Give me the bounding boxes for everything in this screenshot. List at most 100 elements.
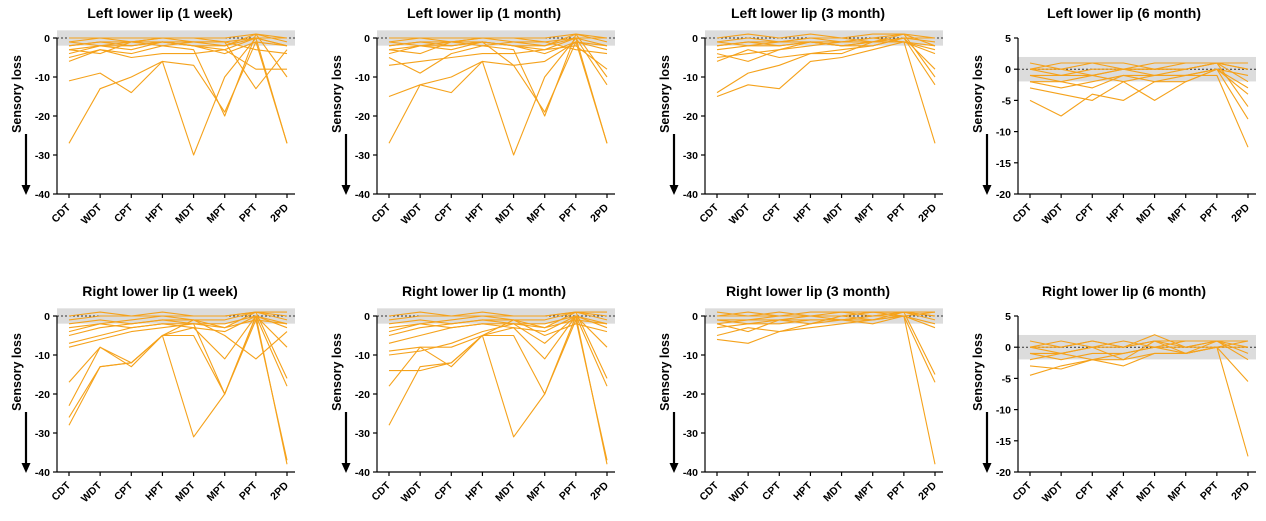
x-tick-label: WDT <box>1040 479 1066 505</box>
x-tick-label: 2PD <box>268 201 291 224</box>
y-tick-label: -5 <box>1002 95 1011 107</box>
x-tick-label: WDT <box>399 201 425 227</box>
down-arrow-icon <box>669 463 679 473</box>
series-line <box>388 315 608 348</box>
x-tick-label: PPT <box>885 479 908 502</box>
series-line <box>716 311 936 317</box>
down-arrow-icon <box>21 463 31 473</box>
y-tick-label: 0 <box>692 311 698 323</box>
y-tick-label: 0 <box>1005 64 1011 76</box>
series-line <box>1029 62 1248 70</box>
x-tick-label: 2PD <box>268 479 291 502</box>
x-tick-label: MDT <box>173 201 198 226</box>
down-arrow-icon <box>341 463 351 473</box>
y-tick-label: -40 <box>35 467 50 479</box>
x-tick-label: MDT <box>493 201 518 226</box>
x-tick-label: CDT <box>49 479 73 503</box>
y-tick-label: 0 <box>44 311 50 323</box>
y-tick-label: 0 <box>364 33 370 45</box>
y-axis-label: Sensory loss <box>10 55 24 133</box>
series-line <box>388 41 608 66</box>
y-tick-label: 5 <box>1005 33 1011 45</box>
series-line <box>68 33 288 117</box>
series-line <box>716 41 936 144</box>
series-line <box>716 311 935 317</box>
y-tick-label: -40 <box>355 189 370 201</box>
x-tick-label: MPT <box>205 479 230 504</box>
series-line <box>716 311 936 325</box>
x-tick-label: HPT <box>463 201 487 225</box>
x-tick-label: 2PD <box>588 201 611 224</box>
y-tick-label: -20 <box>683 389 698 401</box>
chart-panel: Right lower lip (3 month) 0 -10 -20 -30 -40CD… <box>658 283 943 505</box>
series-line <box>68 319 288 333</box>
chart-title: Left lower lip (1 month) <box>407 5 561 21</box>
down-arrow-icon <box>982 185 992 195</box>
series-line <box>388 315 608 356</box>
y-axis-label: Sensory loss <box>971 55 985 133</box>
y-tick-label: -30 <box>35 428 50 440</box>
x-tick-label: CDT <box>49 201 73 225</box>
x-tick-label: MPT <box>853 479 878 504</box>
y-tick-label: -40 <box>355 467 370 479</box>
y-axis-label: Sensory loss <box>10 333 24 411</box>
series-line <box>68 37 288 156</box>
x-tick-label: MDT <box>173 479 198 504</box>
chart-title: Left lower lip (1 week) <box>87 5 232 21</box>
series-line <box>716 315 936 383</box>
series-line <box>716 37 935 43</box>
y-axis-label: Sensory loss <box>330 333 344 411</box>
chart-panel: Left lower lip (6 month) 5 0 -5 -10 -15 -20CDT… <box>971 5 1256 227</box>
x-tick-label: MPT <box>853 201 878 226</box>
x-tick-label: HPT <box>463 479 487 503</box>
y-tick-label: -20 <box>996 189 1011 201</box>
series-line <box>1029 340 1248 348</box>
chart-title: Right lower lip (3 month) <box>726 283 890 299</box>
x-tick-label: WDT <box>1040 201 1066 227</box>
series-line <box>68 315 288 465</box>
series-line <box>68 41 288 90</box>
x-tick-label: CPT <box>1073 201 1097 225</box>
x-tick-label: CPT <box>760 479 784 503</box>
chart-title: Left lower lip (3 month) <box>731 5 885 21</box>
x-tick-label: CDT <box>369 479 393 503</box>
y-tick-label: -20 <box>683 111 698 123</box>
y-tick-label: -10 <box>683 350 698 362</box>
series-line <box>1029 68 1249 89</box>
y-tick-label: -10 <box>996 127 1011 139</box>
x-tick-label: MPT <box>1166 201 1191 226</box>
series-line <box>1030 340 1249 361</box>
series-line <box>716 37 936 51</box>
chart-title: Right lower lip (1 month) <box>402 283 566 299</box>
x-tick-label: 2PD <box>1229 479 1252 502</box>
x-tick-label: HPT <box>791 479 815 503</box>
chart-title: Right lower lip (1 week) <box>82 283 238 299</box>
series-line <box>389 315 608 387</box>
y-tick-label: -10 <box>35 72 50 84</box>
series-line <box>388 315 608 337</box>
y-tick-label: -40 <box>35 189 50 201</box>
series-line <box>68 319 288 360</box>
x-tick-label: 2PD <box>1229 201 1252 224</box>
series-line <box>68 315 288 337</box>
x-tick-label: 2PD <box>588 479 611 502</box>
chart-panel: Left lower lip (1 month) 0 -10 -20 -30 -40CDT… <box>330 5 615 227</box>
x-tick-label: CPT <box>432 479 456 503</box>
chart-title: Left lower lip (6 month) <box>1047 5 1201 21</box>
series-line <box>68 49 287 70</box>
down-arrow-icon <box>982 463 992 473</box>
y-tick-label: -20 <box>355 111 370 123</box>
y-axis-label: Sensory loss <box>330 55 344 133</box>
x-tick-label: PPT <box>1198 479 1221 502</box>
y-tick-label: -15 <box>996 158 1011 170</box>
x-tick-label: PPT <box>1198 201 1221 224</box>
x-tick-label: MDT <box>493 479 518 504</box>
x-tick-label: PPT <box>557 479 580 502</box>
y-tick-label: -40 <box>683 189 698 201</box>
series-line <box>716 315 936 465</box>
y-axis-label: Sensory loss <box>971 333 985 411</box>
y-tick-label: -10 <box>355 72 370 84</box>
